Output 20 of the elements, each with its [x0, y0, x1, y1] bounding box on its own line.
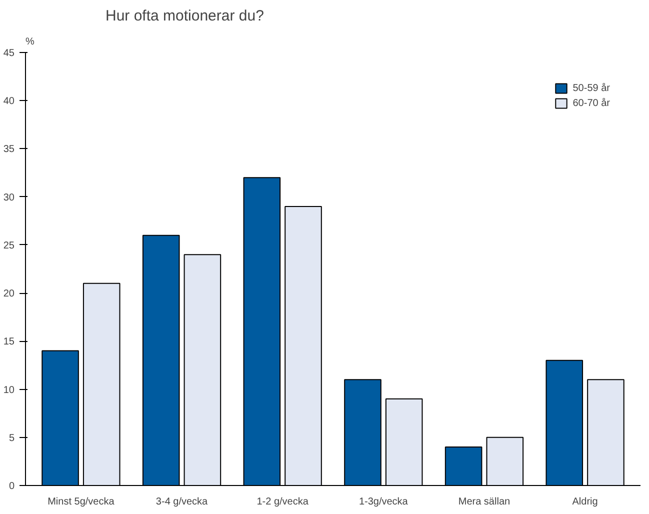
- x-tick-label: Minst 5g/vecka: [48, 496, 115, 508]
- y-tick-label: 35: [3, 144, 15, 156]
- y-tick-label: 30: [3, 192, 15, 204]
- x-tick-label: Mera sällan: [458, 496, 510, 508]
- x-tick-label: Aldrig: [572, 496, 598, 508]
- x-tick-label: 1-2 g/vecka: [256, 496, 309, 508]
- legend-label: 50-59 år: [572, 82, 610, 94]
- y-tick-label: 20: [3, 288, 15, 300]
- x-tick-label: 3-4 g/vecka: [156, 496, 208, 508]
- y-tick-label: 25: [3, 240, 15, 252]
- y-tick-label: 5: [8, 432, 15, 444]
- y-tick-label: 40: [3, 96, 15, 108]
- y-axis-title: %: [26, 36, 34, 48]
- legend-label: 60-70 år: [572, 98, 610, 108]
- y-tick-label: 0: [8, 481, 15, 492]
- y-tick-label: 10: [3, 384, 15, 396]
- y-tick-label: 45: [3, 48, 15, 59]
- x-tick-label: 1-3g/vecka: [358, 496, 408, 508]
- chart-title: Hur ofta motionerar du?: [106, 8, 264, 24]
- y-tick-label: 15: [3, 336, 15, 348]
